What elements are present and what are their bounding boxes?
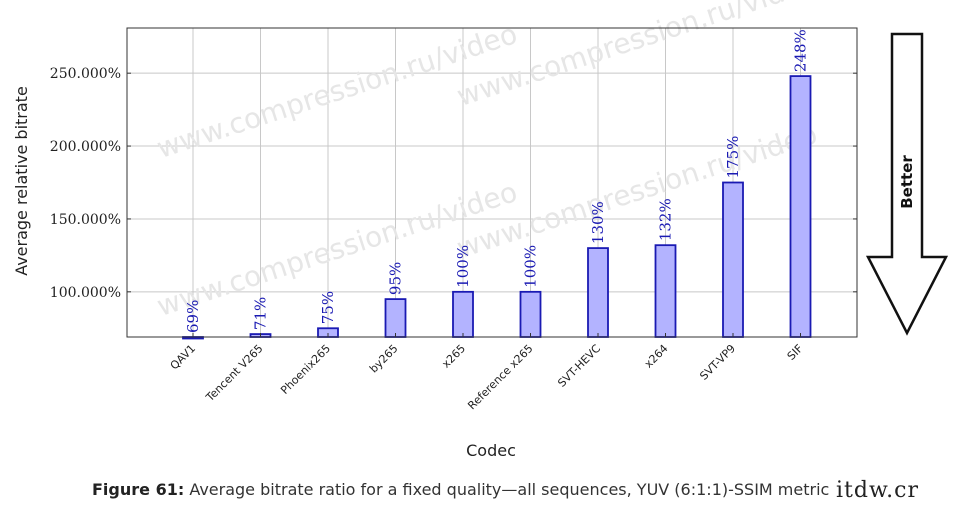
data-label: 132% xyxy=(657,198,675,241)
x-tick-label: by265 xyxy=(367,342,401,376)
down-arrow-icon xyxy=(865,32,949,336)
plot-frame xyxy=(126,27,858,338)
bar xyxy=(789,75,812,338)
data-label: 100% xyxy=(454,245,472,288)
bar xyxy=(384,298,407,338)
watermark-layer: www.compression.ru/videowww.compression.… xyxy=(153,0,821,323)
caption-text: Average bitrate ratio for a fixed qualit… xyxy=(184,480,830,499)
bar xyxy=(654,244,677,338)
y-tick-label: 100.000% xyxy=(50,285,121,301)
x-tick-label: SVT-VP9 xyxy=(697,342,738,383)
y-tick-label: 150.000% xyxy=(50,212,121,228)
figure-caption: Figure 61: Average bitrate ratio for a f… xyxy=(92,480,829,499)
better-arrow: Better xyxy=(865,32,949,336)
data-label: 130% xyxy=(589,201,607,244)
x-tick-label: Tencent V265 xyxy=(203,342,266,405)
bar xyxy=(587,247,609,338)
x-tick-label: x265 xyxy=(439,342,468,371)
data-label: 75% xyxy=(319,291,337,324)
caption-prefix: Figure 61: xyxy=(92,480,185,499)
x-tick-label: Reference x265 xyxy=(465,342,535,412)
data-labels: 69% 71% 75% 95% 100% 100% 130% 132% 175% 248% xyxy=(184,29,810,333)
x-axis-label: Codec xyxy=(466,441,516,460)
y-tick-label: 200.000% xyxy=(50,139,121,155)
data-label: 248% xyxy=(792,29,810,72)
x-tick-label: Phoenix265 xyxy=(278,342,333,397)
y-tick-labels: 100.000% 150.000% 200.000% 250.000% xyxy=(50,66,857,301)
data-label: 69% xyxy=(184,300,202,333)
bar xyxy=(519,290,542,338)
x-tick-label: SIF xyxy=(785,342,806,363)
bar xyxy=(452,290,474,338)
better-label: Better xyxy=(898,155,916,209)
watermark-text: www.compression.ru/video xyxy=(453,0,821,113)
x-tick-labels: QAV1 Tencent V265 Phoenix265 by265 x265Refer… xyxy=(168,333,806,412)
y-tick-label: 250.000% xyxy=(50,66,121,82)
data-label: 100% xyxy=(522,245,540,288)
y-axis-label: Average relative bitrate xyxy=(12,86,31,276)
bars-layer xyxy=(182,75,812,340)
data-label: 71% xyxy=(252,297,270,330)
x-tick-label: QAV1 xyxy=(168,342,198,372)
bar xyxy=(722,181,744,338)
x-tick-label: SVT-HEVC xyxy=(555,342,603,390)
data-label: 175% xyxy=(724,136,742,179)
x-tick-label: x264 xyxy=(642,342,671,371)
data-label: 95% xyxy=(387,262,405,295)
site-badge: itdw.cr xyxy=(836,478,920,503)
